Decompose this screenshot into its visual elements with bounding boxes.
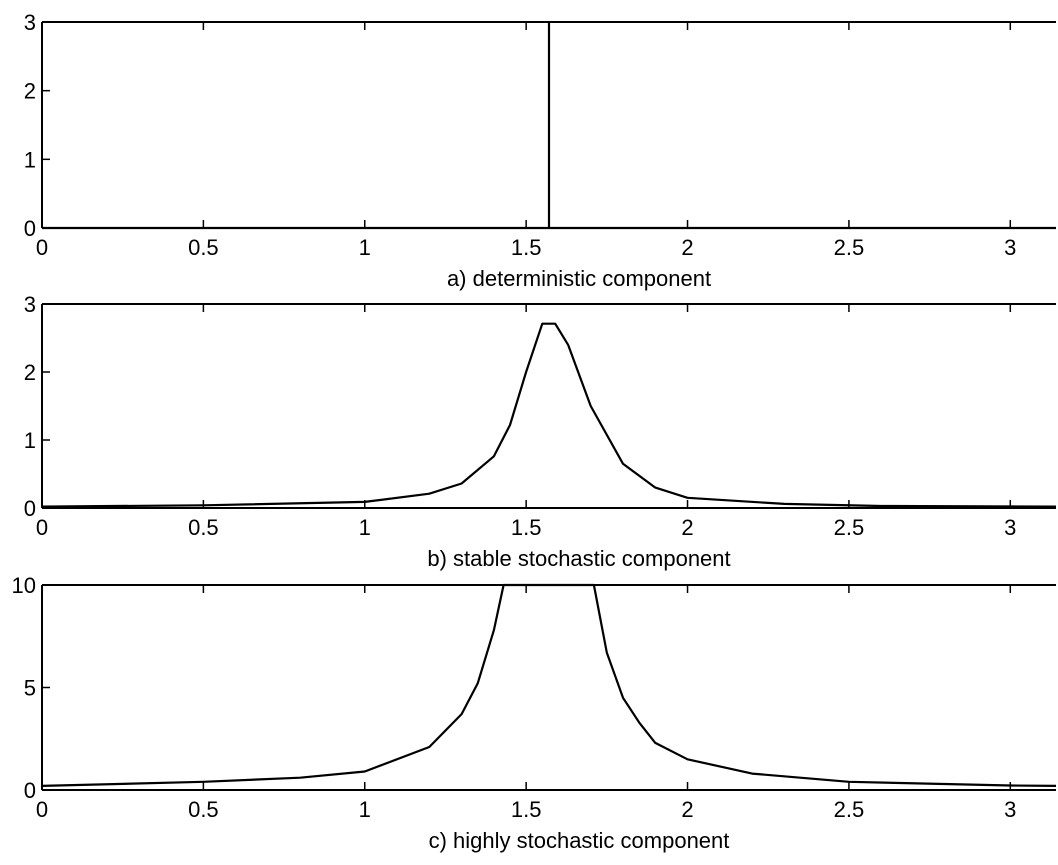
panel-deterministic: 0 0.5 1 1.5 2 2.5 3 0 1 2 3 a) deterministic compon… [24, 10, 1056, 291]
x-tick-label: 3 [1004, 515, 1016, 540]
panel-caption: c) highly stochastic component [429, 828, 730, 853]
x-tick-label: 3 [1004, 797, 1016, 822]
x-tick-label: 2 [681, 515, 693, 540]
x-tick-label: 0 [36, 515, 48, 540]
x-tick-label: 1 [359, 235, 371, 260]
x-tick-label: 3 [1004, 235, 1016, 260]
y-tick-label: 3 [24, 10, 36, 35]
x-tick-label: 0 [36, 235, 48, 260]
y-tick-label: 5 [24, 676, 36, 701]
series-line-stable-stochastic [41, 322, 1057, 508]
y-tick-label: 3 [24, 292, 36, 317]
y-tick-label: 0 [24, 496, 36, 521]
x-tick-label: 1 [359, 797, 371, 822]
y-tick-label: 0 [24, 778, 36, 803]
x-tick-label: 1.5 [511, 797, 542, 822]
x-tick-label: 2.5 [834, 235, 865, 260]
panel-caption: a) deterministic component [447, 266, 711, 291]
panel-highly-stochastic: 0 0.5 1 1.5 2 2.5 3 0 5 10 c) highly stochastic co… [12, 573, 1057, 853]
panel-caption: b) stable stochastic component [427, 546, 730, 571]
panel-stable-stochastic: 0 0.5 1 1.5 2 2.5 3 0 1 2 3 b) stable stochastic co… [24, 292, 1057, 571]
x-tick-label: 1.5 [511, 235, 542, 260]
x-tick-label: 2 [681, 235, 693, 260]
x-tick-label: 0.5 [188, 515, 219, 540]
x-tick-label: 1.5 [511, 515, 542, 540]
x-tick-label: 0 [36, 797, 48, 822]
x-tick-label: 0.5 [188, 235, 219, 260]
x-tick-label: 1 [359, 515, 371, 540]
y-tick-label: 1 [24, 428, 36, 453]
x-tick-label: 0.5 [188, 797, 219, 822]
x-tick-label: 2.5 [834, 797, 865, 822]
y-tick-label: 0 [24, 216, 36, 241]
x-tick-label: 2.5 [834, 515, 865, 540]
y-tick-label: 10 [12, 573, 36, 598]
x-tick-label: 2 [681, 797, 693, 822]
y-tick-label: 1 [24, 147, 36, 172]
y-tick-label: 2 [24, 79, 36, 104]
y-tick-label: 2 [24, 360, 36, 385]
series-line-deterministic [42, 20, 1056, 230]
series-line-highly-stochastic [41, 583, 1057, 787]
